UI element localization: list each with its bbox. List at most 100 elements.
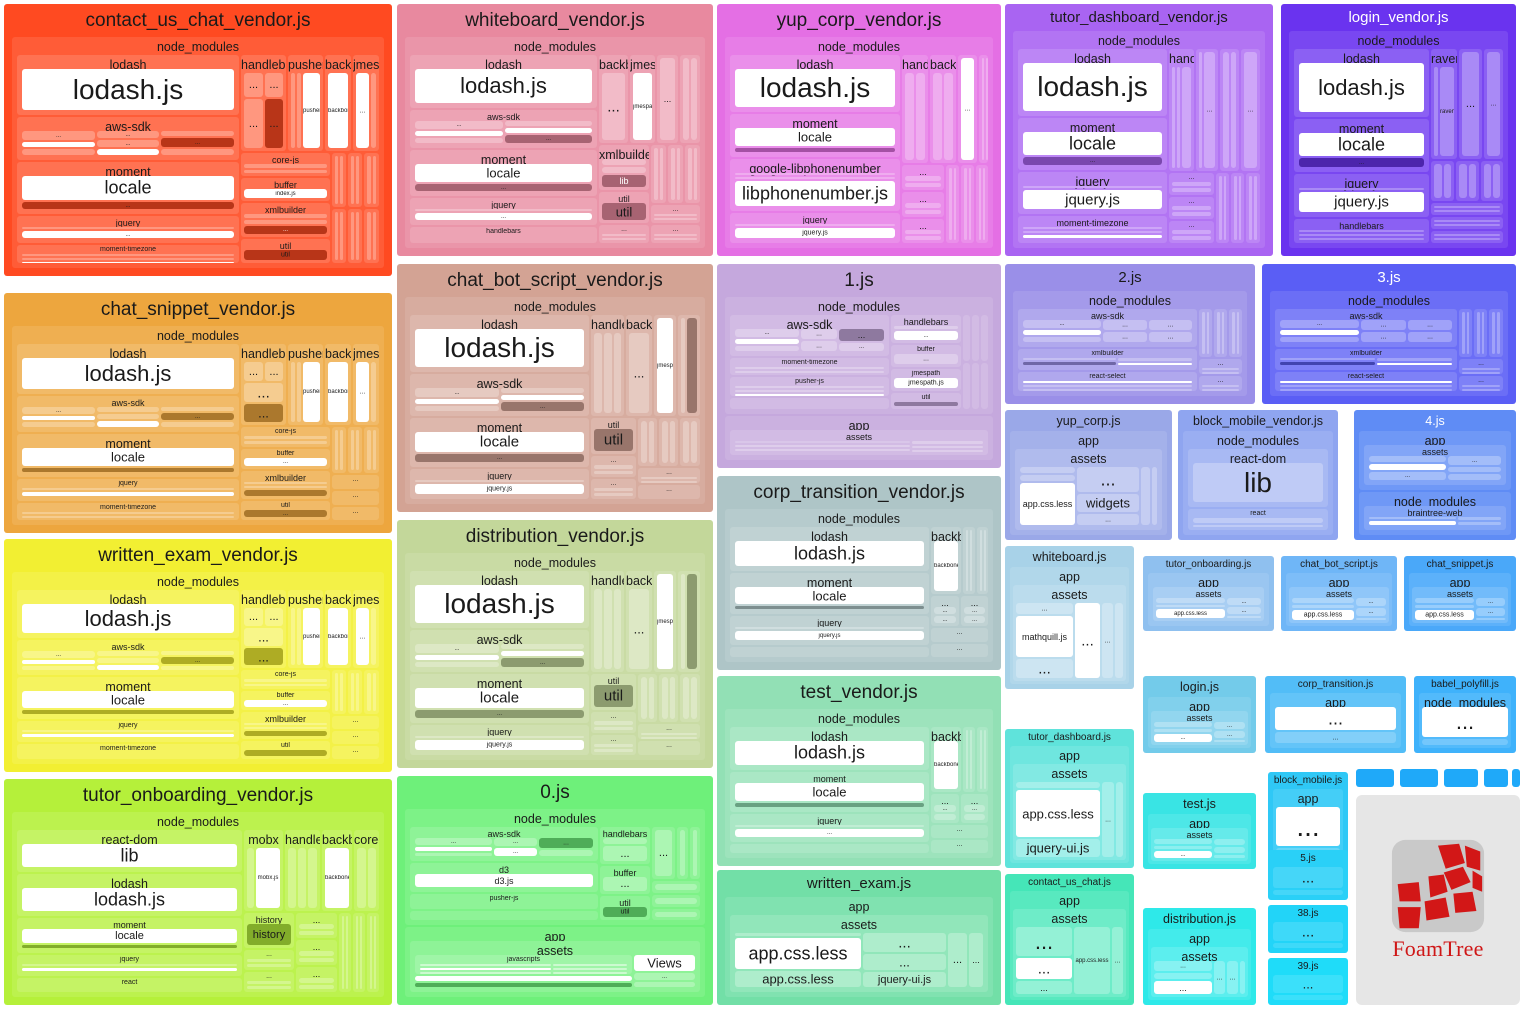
- buffer-group[interactable]: buffer...: [891, 345, 961, 367]
- cell-leaf[interactable]: [905, 176, 941, 181]
- cell-leaf[interactable]: ...: [415, 644, 499, 653]
- cell-group[interactable]: [977, 727, 988, 792]
- bundle-login_vendor[interactable]: login_vendor.js node_modules lodash lodash.…: [1281, 4, 1516, 256]
- cell-group[interactable]: [1474, 309, 1487, 357]
- cell-leaf[interactable]: [594, 727, 633, 730]
- cell-leaf[interactable]: [614, 333, 621, 413]
- cell-leaf[interactable]: [654, 148, 658, 200]
- cell-group[interactable]: .........: [961, 596, 988, 626]
- cell-leaf[interactable]: [1234, 176, 1237, 240]
- handlebars-group[interactable]: handlebars: [591, 571, 624, 672]
- locale-leaf[interactable]: locale: [735, 783, 924, 801]
- jquery-js-leaf[interactable]: jquery.js: [735, 631, 924, 640]
- cell-leaf[interactable]: [735, 177, 895, 179]
- pusher-js-leaf[interactable]: pusher.js: [303, 73, 320, 148]
- cell-leaf[interactable]: [244, 220, 327, 224]
- util-group[interactable]: util...: [241, 501, 330, 520]
- cell-leaf[interactable]: [415, 480, 584, 482]
- cell-group[interactable]: [332, 670, 346, 714]
- cell-leaf[interactable]: [1462, 385, 1500, 387]
- react-select-group[interactable]: react-select: [1275, 372, 1457, 391]
- cell-leaf[interactable]: ...: [655, 830, 672, 876]
- xmlbuilder-group[interactable]: [410, 911, 598, 920]
- cell-leaf[interactable]: [161, 422, 234, 427]
- lodash-group[interactable]: lodash lodash.js: [1294, 49, 1429, 117]
- cell-leaf[interactable]: [594, 471, 633, 474]
- cell-leaf[interactable]: ...: [629, 333, 649, 413]
- cell-group[interactable]: [963, 363, 970, 409]
- jmespath-group[interactable]: jmespath jmespath.js: [891, 369, 961, 391]
- cell-leaf[interactable]: [356, 156, 359, 204]
- jmespath-group[interactable]: jmespath...: [353, 55, 379, 151]
- app-group[interactable]: app assets... mathquill.js.........: [1010, 567, 1129, 684]
- backbone-group[interactable]: backbone backbone.js: [325, 344, 351, 425]
- bundle-test_vendor[interactable]: test_vendor.js node_modules lodash lodash.j…: [717, 676, 1001, 866]
- cell-leaf[interactable]: [1299, 238, 1424, 240]
- cell-leaf[interactable]: [1182, 67, 1191, 168]
- cell-leaf[interactable]: [1227, 616, 1261, 618]
- cell-leaf[interactable]: ...: [244, 362, 263, 381]
- cell-leaf[interactable]: [291, 73, 295, 148]
- cell-leaf[interactable]: [1448, 467, 1501, 472]
- cell-group[interactable]: [367, 913, 379, 992]
- cell-leaf[interactable]: [370, 916, 372, 989]
- cell-group[interactable]: [963, 727, 975, 792]
- cell-leaf[interactable]: ...: [415, 838, 492, 845]
- util-leaf[interactable]: util: [603, 907, 647, 917]
- bundle-thirtynine_js[interactable]: 39.js...: [1268, 958, 1348, 1005]
- bundle-thirtyeight_js[interactable]: 38.js...: [1268, 905, 1348, 953]
- cell-group[interactable]: [339, 913, 351, 992]
- node-modules-group[interactable]: node_modules aws-sdk............... xmlbui…: [1270, 291, 1508, 396]
- moment-group[interactable]: moment locale: [17, 918, 242, 953]
- cell-leaf[interactable]: [1217, 312, 1220, 354]
- util-group[interactable]: util util: [591, 418, 636, 454]
- cell-leaf[interactable]: ...: [894, 354, 958, 364]
- bundle-zero_js[interactable]: 0.js node_modules aws-sdk............ d3 d3.…: [397, 776, 713, 1005]
- cell-leaf[interactable]: [367, 212, 371, 260]
- cell-group[interactable]: ...: [931, 840, 988, 853]
- cell-leaf[interactable]: ...: [161, 413, 234, 420]
- cell-leaf[interactable]: [247, 981, 291, 984]
- cell-leaf[interactable]: [297, 73, 301, 148]
- app-group[interactable]: app assets app.css.less......: [1148, 573, 1269, 626]
- cell-leaf[interactable]: ...: [964, 805, 985, 812]
- cell-leaf[interactable]: [335, 212, 338, 260]
- s3-js-leaf[interactable]: [735, 339, 799, 344]
- core-js-group[interactable]: core-js: [241, 670, 330, 689]
- cell-leaf[interactable]: [22, 254, 234, 256]
- cell-leaf[interactable]: [964, 168, 967, 240]
- cell-leaf[interactable]: [1356, 618, 1386, 620]
- cell-leaf[interactable]: [1273, 995, 1343, 1000]
- cell-leaf[interactable]: ...: [1462, 52, 1479, 156]
- cell-group[interactable]: [652, 881, 700, 893]
- cell-leaf[interactable]: [641, 421, 647, 463]
- cell-leaf[interactable]: [1434, 67, 1438, 156]
- cell-leaf[interactable]: [367, 156, 371, 204]
- cell-leaf[interactable]: ...: [1356, 598, 1386, 606]
- cell-leaf[interactable]: [1273, 890, 1343, 895]
- lib-leaf[interactable]: [1023, 362, 1116, 365]
- util-js-leaf[interactable]: [501, 651, 584, 656]
- cell-leaf[interactable]: [1477, 312, 1480, 354]
- react-select-group[interactable]: react-select: [1018, 372, 1197, 391]
- cell-leaf[interactable]: ...: [801, 341, 837, 351]
- bundle-whiteboard_vendor[interactable]: whiteboard_vendor.js node_modules lodash lo…: [397, 4, 713, 256]
- cell-group[interactable]: [979, 55, 988, 163]
- cell-group[interactable]: ...: [599, 225, 649, 243]
- bundle-login_js[interactable]: login.js app assets.........: [1143, 676, 1256, 753]
- cell-leaf[interactable]: [655, 884, 697, 890]
- locale-leaf[interactable]: locale: [415, 164, 592, 182]
- cell-leaf[interactable]: ...: [244, 648, 283, 665]
- cell-leaf[interactable]: [244, 482, 327, 484]
- d3-js-leaf[interactable]: d3.js: [415, 874, 593, 887]
- cell-leaf[interactable]: [912, 450, 983, 452]
- lodash-js-leaf[interactable]: lodash.js: [1023, 63, 1162, 111]
- cell-leaf[interactable]: ...: [894, 331, 958, 340]
- cell-leaf[interactable]: [1369, 456, 1446, 462]
- lib-leaf[interactable]: [1172, 188, 1211, 192]
- locale-leaf[interactable]: locale: [22, 691, 234, 708]
- views-leaf[interactable]: Views: [634, 955, 695, 971]
- cell-leaf[interactable]: [1202, 368, 1239, 370]
- cell-group[interactable]: ...: [1199, 359, 1242, 374]
- cell-leaf[interactable]: [735, 803, 924, 807]
